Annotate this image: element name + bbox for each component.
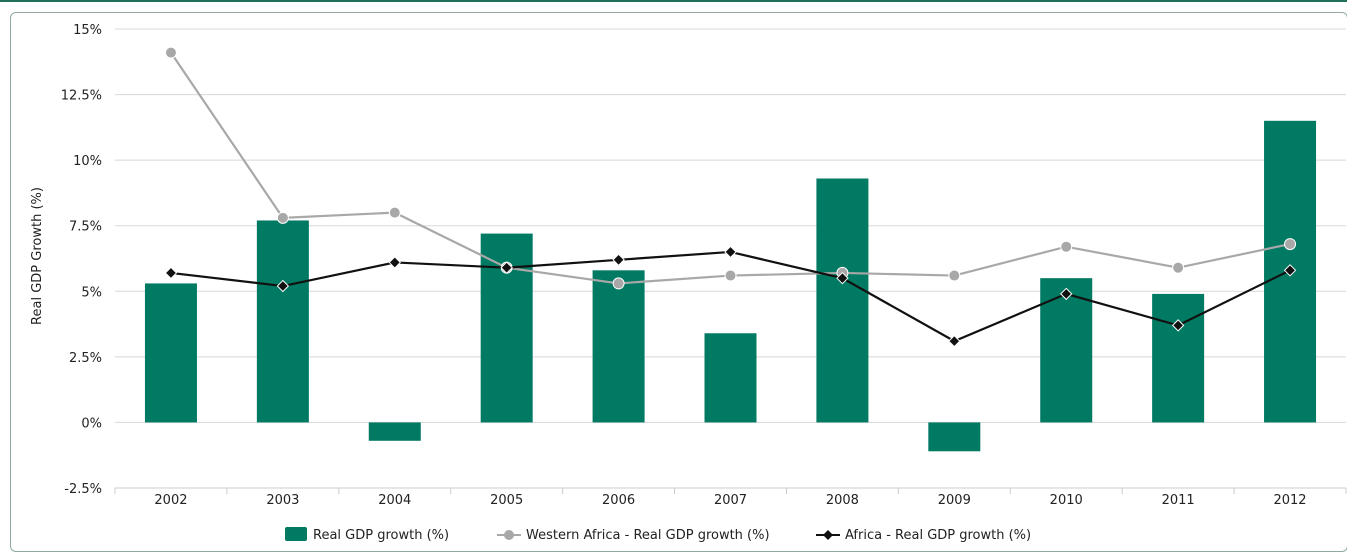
point-circle-2004 [389,207,400,218]
point-diamond-2002 [165,267,176,278]
y-axis-label: Real GDP Growth (%) [30,187,45,325]
y-tick-label: 0% [81,416,102,431]
point-circle-2007 [725,270,736,281]
bar-2003 [257,220,309,422]
legend-western-africa-label: Western Africa - Real GDP growth (%) [526,528,770,543]
bar-2006 [593,270,645,422]
x-tick-label: 2003 [266,493,299,508]
x-tick-label: 2007 [714,493,747,508]
y-tick-label: 7.5% [69,220,102,235]
point-circle-2010 [1061,241,1072,252]
point-diamond-2004 [389,257,400,268]
x-axis: 2002 2003 2004 2005 2006 2007 2008 2009 2010 2011… [115,488,1346,508]
x-tick-label: 2009 [938,493,971,508]
y-tick-label: -2.5% [64,482,102,497]
x-tick-label: 2010 [1050,493,1083,508]
bar-2011 [1152,294,1204,423]
point-diamond-2007 [725,246,736,257]
legend-africa-label: Africa - Real GDP growth (%) [845,528,1031,543]
legend-marker-circle [504,530,514,540]
point-diamond-2006 [613,254,624,265]
legend: Real GDP growth (%) Western Africa - Real… [285,527,1031,543]
y-tick-label: 2.5% [69,351,102,366]
bar-2008 [816,179,868,423]
x-tick-label: 2005 [490,493,523,508]
point-circle-2002 [165,47,176,58]
point-diamond-2009 [949,336,960,347]
legend-bar-label: Real GDP growth (%) [313,528,449,543]
point-circle-2012 [1285,239,1296,250]
line-series [165,47,1295,347]
point-circle-2009 [949,270,960,281]
bar-2009 [928,422,980,451]
bar-2002 [145,283,197,422]
x-tick-label: 2011 [1162,493,1195,508]
bar-series [145,121,1316,451]
legend-marker-diamond [823,530,833,540]
y-tick-label: 15% [73,23,102,38]
bar-2007 [705,333,757,422]
x-tick-label: 2006 [602,493,635,508]
point-circle-2003 [277,212,288,223]
x-tick-label: 2008 [826,493,859,508]
x-tick-label: 2012 [1273,493,1306,508]
series-line-diamond [171,252,1290,341]
y-tick-label: 12.5% [61,89,102,104]
y-tick-label: 10% [73,154,102,169]
y-axis-ticks: 15% 12.5% 10% 7.5% 5% 2.5% 0% -2.5% [61,23,102,497]
legend-bar-swatch [285,527,307,541]
bar-2004 [369,422,421,440]
point-circle-2011 [1173,262,1184,273]
point-circle-2006 [613,278,624,289]
x-tick-label: 2002 [154,493,187,508]
y-tick-label: 5% [81,285,102,300]
x-tick-label: 2004 [378,493,411,508]
